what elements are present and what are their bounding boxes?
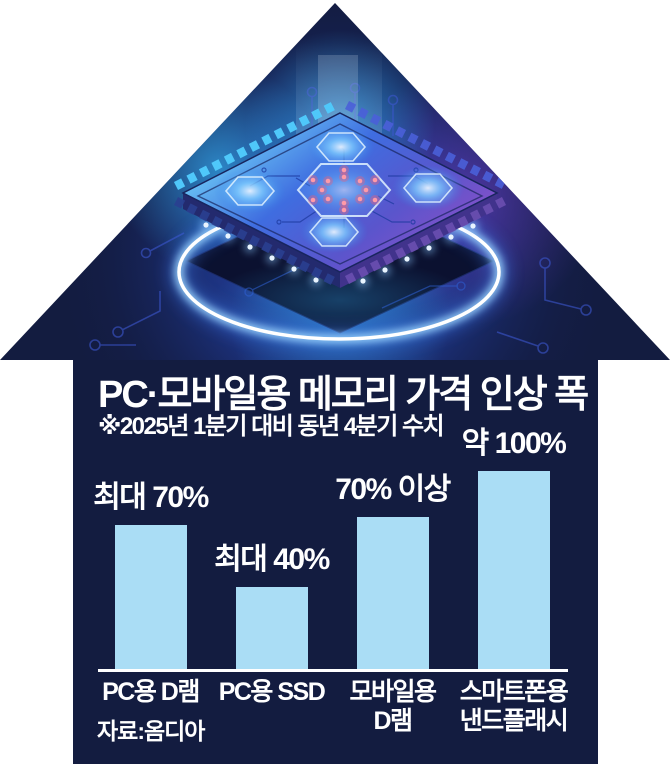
category-label-line: PC용 SSD: [218, 678, 326, 706]
bar-chart: 최대 70% 최대 40% 70% 이상 약 100%: [90, 418, 574, 670]
chart-note: ※2025년 1분기 대비 동년 4분기 수치: [98, 413, 445, 440]
bar-column: 최대 70%: [90, 418, 211, 670]
bar-value-label: 70% 이상: [335, 473, 451, 506]
source-label: 자료:옴디아: [97, 718, 205, 744]
bar-column: 70% 이상: [332, 418, 453, 670]
bar-value-label: 약 100%: [461, 427, 567, 460]
bar: [477, 471, 550, 670]
bar: [356, 517, 429, 670]
x-axis-line: [98, 669, 568, 672]
center-hexagon-dots: [308, 165, 380, 215]
bar-column: 약 100%: [453, 418, 574, 670]
chip-pins: [173, 100, 507, 286]
category-label: PC용 SSD: [211, 678, 332, 736]
category-label-line: PC용 D램: [102, 678, 200, 706]
chip-hexagons: [224, 132, 454, 247]
category-label: 스마트폰용 낸드플래시: [453, 678, 574, 736]
category-label: PC용 D램: [90, 678, 211, 736]
bar-value-label: 최대 40%: [214, 543, 330, 576]
category-label: 모바일용 D램: [332, 678, 453, 736]
bar: [114, 525, 187, 670]
bar: [235, 587, 308, 670]
page-title: PC·모바일용 메모리 가격 인상 폭: [98, 374, 589, 416]
category-label-line: D램: [373, 707, 413, 735]
chart-panel: PC·모바일용 메모리 가격 인상 폭 ※2025년 1분기 대비 동년 4분기…: [73, 361, 598, 764]
category-labels-row: PC용 D램 PC용 SSD 모바일용 D램 스마트폰용 낸드플래시: [90, 678, 574, 736]
bar-value-label: 최대 70%: [93, 481, 209, 514]
category-label-line: 스마트폰용: [459, 678, 569, 706]
bar-column: 최대 40%: [211, 418, 332, 670]
category-label-line: 모바일용: [349, 678, 437, 706]
category-label-line: 낸드플래시: [459, 707, 569, 735]
